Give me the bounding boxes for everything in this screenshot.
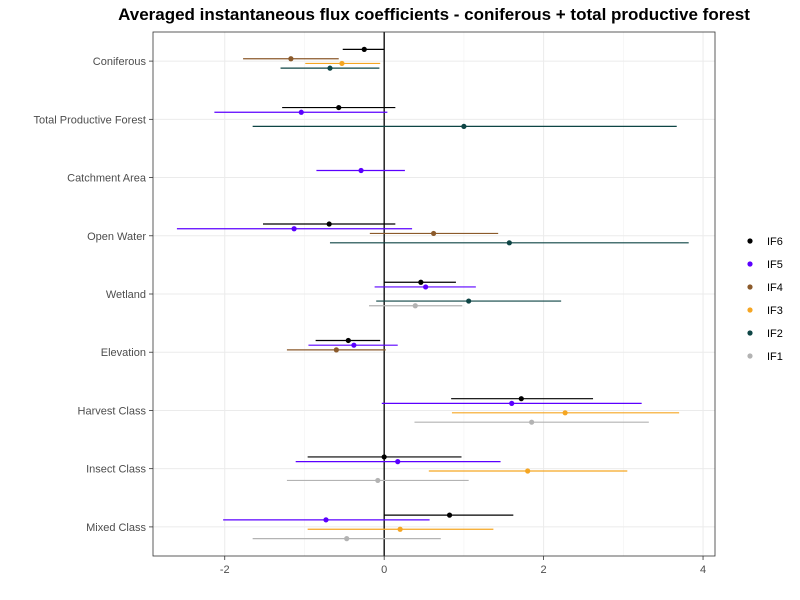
- point-if6-open-water: [326, 221, 332, 227]
- series-if6: [263, 46, 594, 518]
- legend-key-if4: [747, 284, 753, 290]
- legend-key-if2: [747, 330, 753, 336]
- point-if5-harvest-class: [509, 400, 515, 406]
- point-if3-mixed-class: [397, 526, 403, 532]
- series-if4: [243, 56, 499, 353]
- point-if4-elevation: [333, 347, 339, 353]
- point-if3-insect-class: [525, 468, 531, 474]
- point-if1-insect-class: [375, 477, 381, 484]
- legend-label-if6: IF6: [767, 236, 783, 248]
- legend-label-if2: IF2: [767, 328, 783, 340]
- point-if6-harvest-class: [518, 396, 524, 402]
- y-tick-label: Insect Class: [86, 464, 146, 476]
- legend-label-if1: IF1: [767, 351, 783, 363]
- x-tick-label: 0: [381, 564, 387, 576]
- series-if5: [176, 109, 642, 523]
- y-tick-label: Total Productive Forest: [34, 114, 147, 126]
- y-tick-label: Mixed Class: [86, 522, 146, 534]
- legend-label-if4: IF4: [767, 282, 783, 294]
- series-group: [176, 46, 689, 542]
- point-if5-catchment-area: [358, 167, 364, 174]
- x-axis: -2 0 2 4: [220, 556, 706, 576]
- point-if6-coniferous: [361, 46, 367, 52]
- point-if6-total-productive-forest: [336, 104, 342, 111]
- point-if5-wetland: [423, 284, 429, 290]
- legend-key-if5: [747, 261, 753, 267]
- legend: IF6 IF5 IF4 IF3 IF2 IF1: [747, 236, 783, 363]
- point-if2-coniferous: [327, 65, 333, 71]
- x-tick-label: 2: [541, 564, 547, 576]
- point-if3-harvest-class: [562, 410, 568, 416]
- y-tick-label: Coniferous: [93, 56, 147, 68]
- chart-title: Averaged instantaneous flux coefficients…: [118, 5, 750, 24]
- point-if5-total-productive-forest: [298, 109, 304, 115]
- point-if1-harvest-class: [529, 419, 535, 425]
- y-axis: Coniferous Total Productive Forest Catchme…: [34, 56, 153, 534]
- y-tick-label: Wetland: [106, 289, 146, 301]
- point-if1-wetland: [412, 303, 418, 309]
- y-tick-label: Catchment Area: [67, 173, 147, 185]
- point-if2-wetland: [466, 298, 472, 304]
- point-if4-open-water: [431, 230, 437, 237]
- series-if3: [305, 60, 680, 532]
- point-if5-elevation: [351, 342, 357, 348]
- point-if5-mixed-class: [323, 517, 329, 523]
- y-tick-label: Elevation: [101, 347, 146, 359]
- legend-key-if1: [747, 353, 753, 359]
- x-tick-label: 4: [700, 564, 706, 576]
- legend-label-if5: IF5: [767, 259, 783, 271]
- y-tick-label: Open Water: [87, 231, 146, 243]
- point-if5-open-water: [291, 226, 297, 232]
- series-if1: [252, 303, 649, 542]
- legend-label-if3: IF3: [767, 305, 783, 317]
- point-if6-wetland: [418, 279, 424, 285]
- point-if4-coniferous: [288, 56, 294, 62]
- point-if6-elevation: [345, 337, 351, 344]
- point-if6-insect-class: [381, 454, 387, 460]
- y-tick-label: Harvest Class: [78, 405, 147, 417]
- legend-key-if6: [747, 238, 753, 244]
- point-if1-mixed-class: [344, 536, 350, 542]
- series-if2: [252, 65, 689, 304]
- point-if2-open-water: [506, 240, 512, 246]
- point-if2-total-productive-forest: [461, 123, 467, 129]
- legend-key-if3: [747, 307, 753, 313]
- point-if3-coniferous: [339, 60, 345, 67]
- x-tick-label: -2: [220, 564, 230, 576]
- point-if5-insect-class: [395, 459, 401, 465]
- point-if6-mixed-class: [446, 512, 453, 518]
